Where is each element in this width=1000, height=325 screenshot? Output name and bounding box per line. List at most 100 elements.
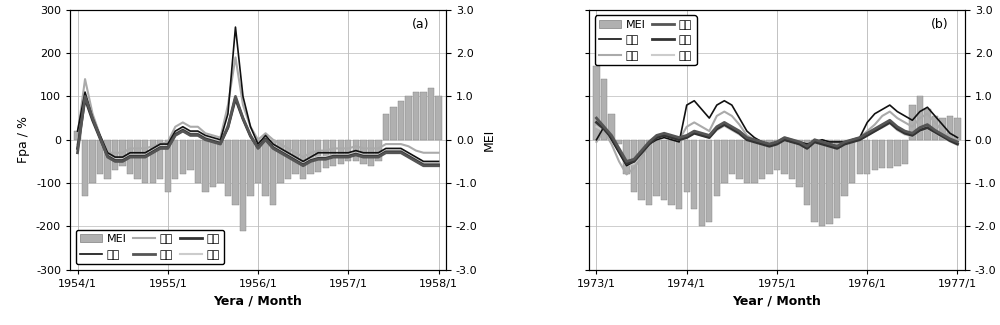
Bar <box>172 140 178 179</box>
Bar <box>405 97 412 140</box>
Bar <box>74 131 81 140</box>
Bar <box>368 140 374 166</box>
Bar <box>338 140 344 163</box>
Bar <box>631 140 637 192</box>
Bar <box>872 140 878 170</box>
Bar <box>616 140 622 144</box>
Bar <box>766 140 773 175</box>
Bar <box>917 97 923 140</box>
X-axis label: Year / Month: Year / Month <box>733 294 821 307</box>
Bar <box>608 114 615 140</box>
Bar <box>330 140 336 166</box>
Bar <box>247 140 254 196</box>
Bar <box>300 140 306 179</box>
Bar <box>127 140 133 175</box>
Bar <box>902 140 908 163</box>
Bar <box>826 140 833 224</box>
Bar <box>428 88 434 140</box>
X-axis label: Yera / Month: Yera / Month <box>214 294 302 307</box>
Bar <box>864 140 870 175</box>
Bar <box>112 140 118 170</box>
Bar <box>202 140 209 192</box>
Bar <box>804 140 810 205</box>
Bar <box>157 140 163 179</box>
Bar <box>684 140 690 192</box>
Bar <box>601 79 607 140</box>
Bar <box>751 140 758 183</box>
Bar <box>345 140 351 162</box>
Bar <box>789 140 795 179</box>
Bar <box>119 140 126 166</box>
Bar <box>676 140 682 209</box>
Bar <box>729 140 735 175</box>
Bar <box>699 140 705 227</box>
Bar <box>232 140 239 205</box>
Bar <box>646 140 652 205</box>
Bar <box>932 116 938 140</box>
Bar <box>834 140 840 218</box>
Bar <box>210 140 216 188</box>
Text: (b): (b) <box>931 18 949 31</box>
Bar <box>623 140 630 175</box>
Bar <box>240 140 246 231</box>
Bar <box>909 105 916 140</box>
Bar <box>217 140 224 183</box>
Bar <box>939 118 946 140</box>
Bar <box>104 140 111 179</box>
Bar <box>134 140 141 179</box>
Bar <box>82 140 88 196</box>
Bar <box>255 140 261 183</box>
Bar <box>390 107 397 140</box>
Bar <box>721 140 728 183</box>
Bar <box>796 140 803 188</box>
Bar <box>819 140 825 227</box>
Bar <box>270 140 276 205</box>
Bar <box>744 140 750 183</box>
Bar <box>195 140 201 183</box>
Bar <box>285 140 291 179</box>
Bar <box>187 140 194 170</box>
Bar <box>89 140 96 183</box>
Bar <box>165 140 171 192</box>
Bar <box>879 140 885 168</box>
Bar <box>759 140 765 179</box>
Bar <box>781 140 788 175</box>
Bar <box>142 140 148 183</box>
Bar <box>894 140 901 166</box>
Bar <box>887 140 893 168</box>
Bar <box>661 140 667 201</box>
Bar <box>668 140 675 205</box>
Bar <box>947 116 953 140</box>
Bar <box>150 140 156 183</box>
Bar <box>736 140 743 179</box>
Bar <box>653 140 660 196</box>
Bar <box>292 140 299 175</box>
Bar <box>225 140 231 196</box>
Bar <box>638 140 645 201</box>
Bar <box>593 66 600 140</box>
Bar <box>398 101 404 140</box>
Bar <box>714 140 720 196</box>
Bar <box>841 140 848 196</box>
Bar <box>954 118 961 140</box>
Bar <box>420 92 427 140</box>
Bar <box>849 140 855 183</box>
Bar <box>360 140 367 163</box>
Bar <box>435 97 442 140</box>
Bar <box>307 140 314 175</box>
Bar <box>180 140 186 175</box>
Y-axis label: Fpa / %: Fpa / % <box>17 116 30 163</box>
Bar <box>413 92 419 140</box>
Bar <box>277 140 284 183</box>
Bar <box>353 140 359 162</box>
Text: (a): (a) <box>412 18 430 31</box>
Bar <box>811 140 818 222</box>
Legend: MEI, 天一, 光照, 右江, 龙滩, 长洲: MEI, 天一, 光照, 右江, 龙滩, 长洲 <box>595 15 697 65</box>
Bar <box>706 140 712 222</box>
Bar <box>774 140 780 170</box>
Bar <box>924 110 931 140</box>
Bar <box>857 140 863 175</box>
Bar <box>375 140 382 162</box>
Bar <box>315 140 321 172</box>
Bar <box>97 140 103 175</box>
